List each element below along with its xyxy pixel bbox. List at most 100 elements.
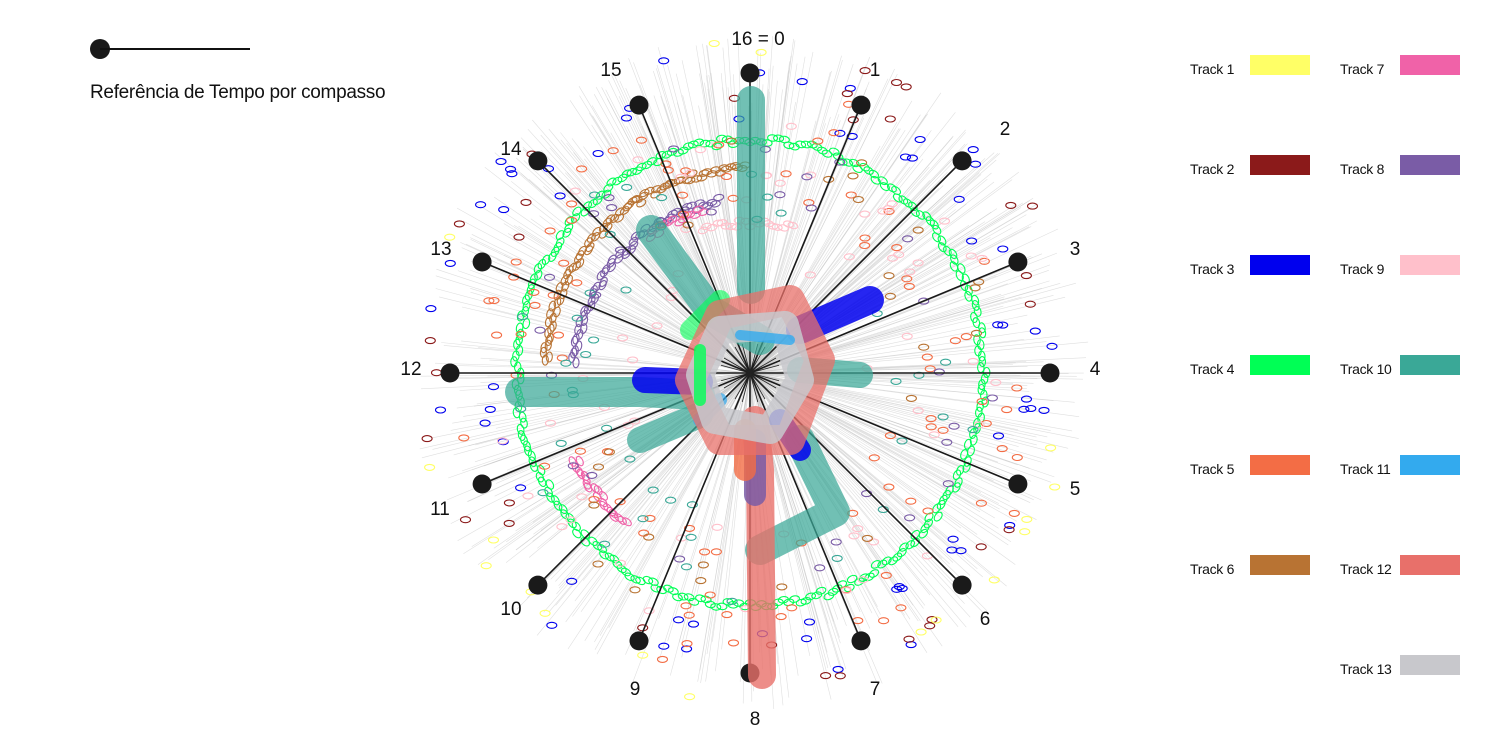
note-ellipse [497, 438, 509, 446]
note-ellipse [918, 528, 929, 539]
note-ellipse [915, 628, 927, 636]
note-ellipse [691, 175, 703, 183]
note-ellipse [821, 149, 833, 158]
note-ellipse [529, 461, 538, 473]
note-ellipse [903, 282, 915, 290]
note-ellipse [545, 334, 553, 347]
note-ellipse [948, 248, 958, 260]
note-ellipse [651, 322, 663, 330]
note-ellipse [720, 172, 733, 181]
note-ellipse [680, 602, 692, 610]
note-ellipse [932, 224, 942, 235]
note-ellipse [904, 514, 916, 522]
note-ellipse [558, 259, 570, 267]
note-ellipse [910, 529, 921, 540]
note-ellipse [565, 516, 577, 524]
bar-marker [440, 363, 460, 383]
note-ellipse [980, 389, 988, 401]
bar-marker [1040, 363, 1060, 383]
note-ellipse [571, 314, 583, 322]
note-ellipse [805, 171, 817, 179]
note-ellipse [574, 447, 586, 455]
note-ellipse [656, 585, 667, 595]
note-ellipse [504, 165, 517, 173]
note-ellipse [1020, 395, 1033, 403]
note-ellipse [971, 294, 980, 306]
note-ellipse [773, 134, 785, 143]
time-reference-label: Referência de Tempo por compasso [90, 82, 386, 103]
note-ellipse [667, 209, 678, 218]
note-ellipse [716, 219, 728, 227]
note-ellipse [569, 187, 581, 195]
note-ellipse [896, 548, 907, 558]
note-ellipse [522, 492, 534, 500]
note-ellipse [626, 167, 637, 177]
note-ellipse [575, 455, 584, 467]
bar-label: 7 [870, 679, 881, 700]
center-spoke [720, 372, 751, 382]
note-ellipse [902, 198, 913, 208]
note-ellipse [884, 292, 896, 300]
note-ellipse [785, 122, 797, 130]
note-ellipse [892, 193, 903, 203]
note-ellipse [680, 563, 693, 571]
note-ellipse [537, 489, 549, 497]
note-ellipse [783, 141, 795, 150]
note-ellipse [585, 242, 595, 253]
note-ellipse [892, 552, 903, 562]
bar-marker [629, 95, 649, 115]
note-ellipse [840, 586, 852, 595]
note-ellipse [580, 537, 590, 547]
note-ellipse [565, 265, 574, 276]
note-ellipse [775, 613, 787, 621]
note-ellipse [604, 552, 615, 562]
note-ellipse [620, 567, 632, 577]
note-ellipse [687, 620, 700, 628]
note-ellipse [904, 268, 916, 276]
note-ellipse [694, 146, 706, 154]
center-spoke [734, 372, 751, 400]
note-ellipse [553, 242, 563, 253]
note-ellipse [653, 157, 664, 167]
note-ellipse [495, 157, 507, 166]
note-ellipse [978, 322, 986, 334]
note-ellipse [1003, 526, 1015, 534]
note-ellipse [475, 201, 487, 209]
track-glyph [745, 425, 850, 565]
note-ellipse [952, 482, 961, 493]
note-ellipse [582, 201, 593, 211]
note-ellipse [579, 323, 588, 335]
note-ellipse [1038, 406, 1050, 414]
note-ellipse [776, 583, 788, 591]
note-ellipse [496, 437, 509, 445]
note-ellipse [1011, 453, 1023, 462]
note-ellipse [964, 290, 973, 302]
note-ellipse [713, 141, 725, 149]
note-ellipse [975, 499, 987, 507]
note-ellipse [588, 536, 598, 546]
note-ellipse [683, 593, 695, 602]
note-ellipse [715, 134, 728, 143]
note-ellipse [543, 273, 556, 281]
note-ellipse [567, 462, 579, 470]
note-ellipse [644, 514, 656, 522]
note-ellipse [774, 191, 786, 199]
note-ellipse [556, 523, 568, 531]
note-ellipse [699, 548, 711, 556]
note-ellipse [510, 258, 522, 266]
note-ellipse [960, 333, 972, 341]
center-spoke [749, 372, 777, 389]
note-ellipse [555, 439, 567, 447]
bar-label: 2 [1000, 119, 1011, 140]
note-ellipse [572, 206, 582, 217]
note-ellipse [978, 379, 986, 391]
note-ellipse [932, 503, 942, 514]
bar-label: 15 [600, 60, 621, 81]
note-ellipse [566, 216, 578, 224]
bar-label: 13 [430, 239, 451, 260]
note-ellipse [969, 284, 981, 292]
bar-marker [740, 63, 760, 83]
note-ellipse [1018, 405, 1030, 413]
note-ellipse [575, 258, 585, 269]
center-spoke [728, 372, 751, 395]
